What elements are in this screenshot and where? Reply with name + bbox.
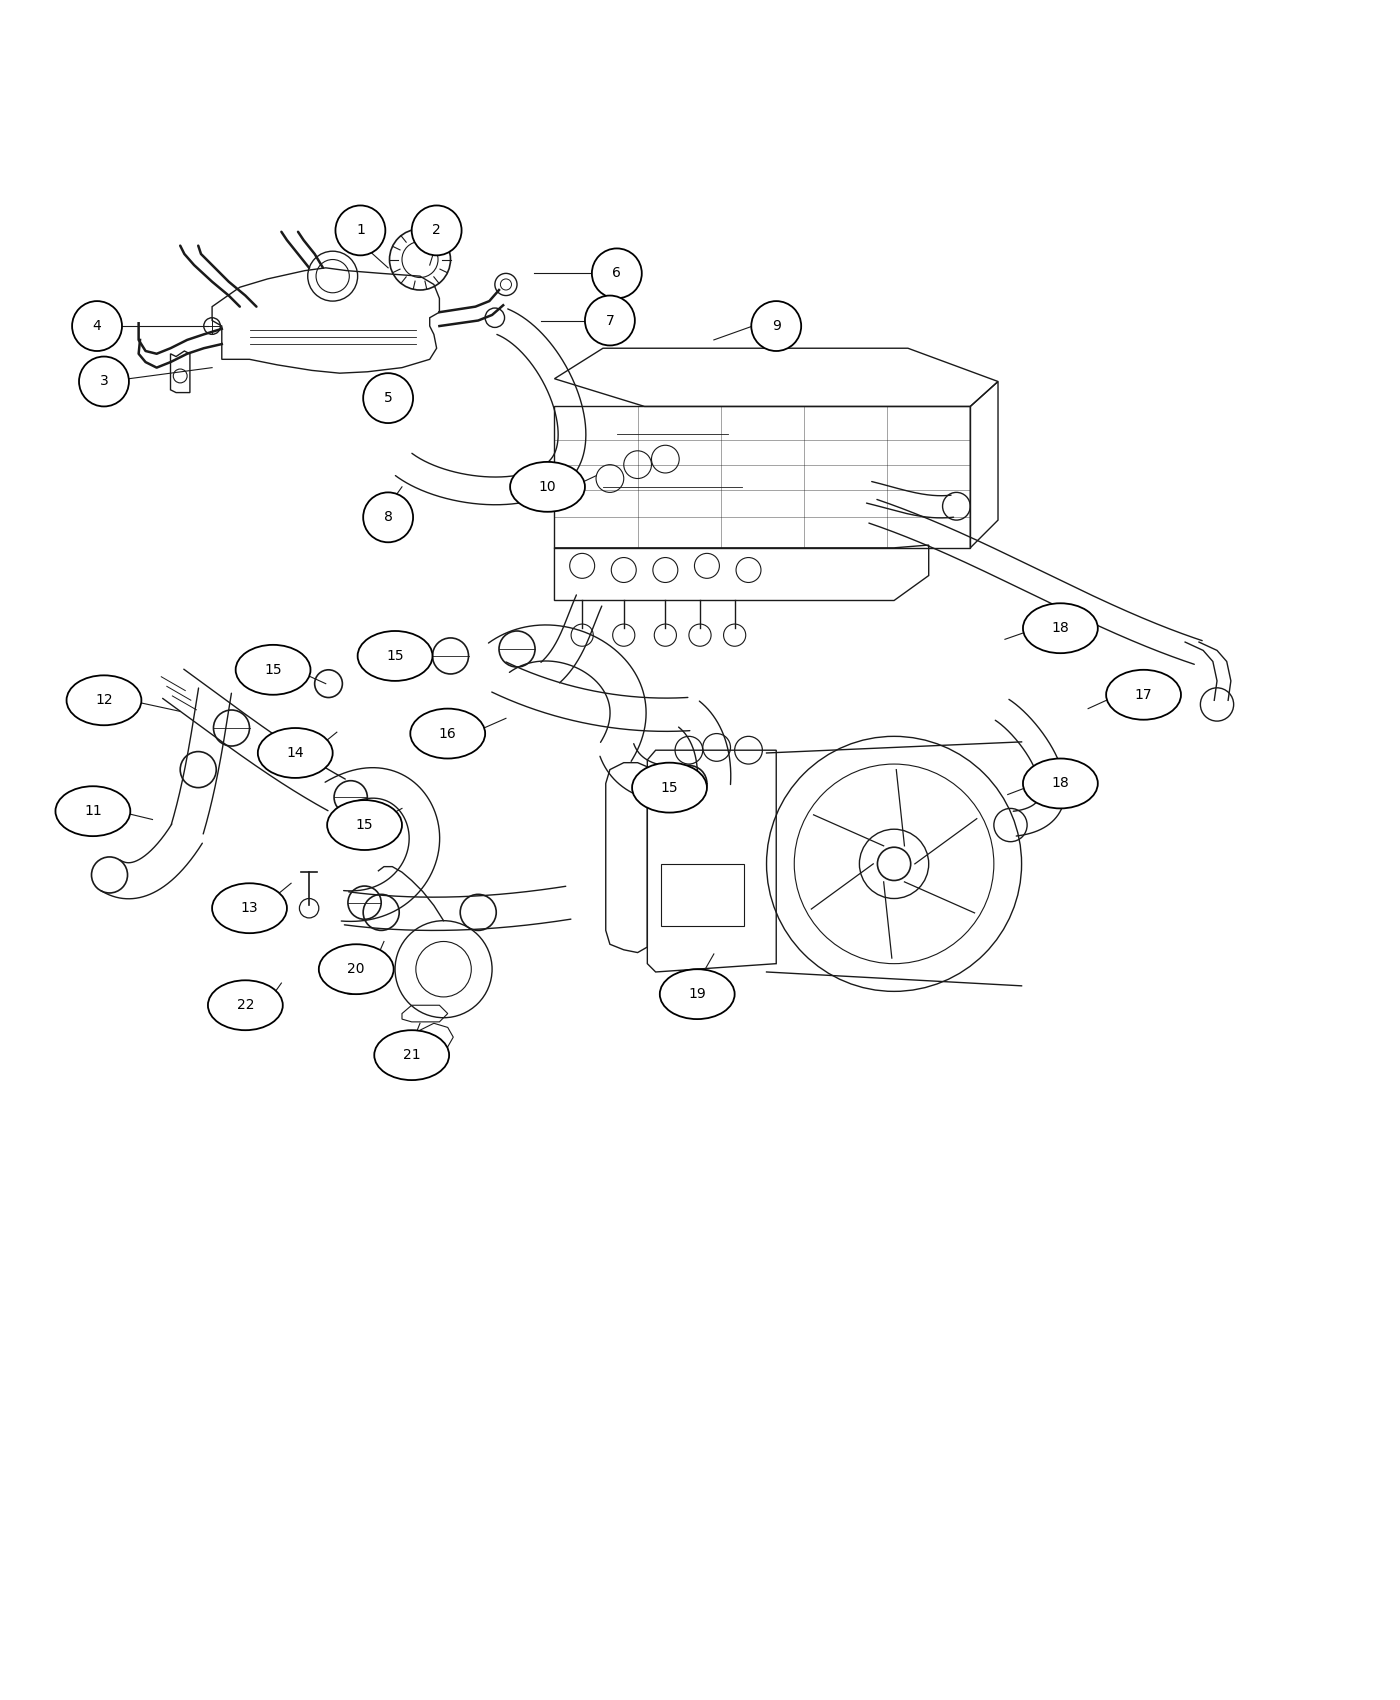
Text: 16: 16 <box>438 726 456 741</box>
Text: 15: 15 <box>661 780 679 794</box>
Text: 3: 3 <box>99 374 108 389</box>
Text: 18: 18 <box>1051 620 1070 636</box>
Ellipse shape <box>319 944 393 994</box>
Ellipse shape <box>78 357 129 406</box>
Ellipse shape <box>235 644 311 695</box>
Text: 19: 19 <box>689 988 706 1001</box>
Ellipse shape <box>336 206 385 255</box>
Text: 21: 21 <box>403 1049 420 1062</box>
Text: 14: 14 <box>287 746 304 760</box>
Ellipse shape <box>363 374 413 423</box>
Ellipse shape <box>374 1030 449 1080</box>
Ellipse shape <box>357 631 433 682</box>
Text: 17: 17 <box>1135 688 1152 702</box>
Text: 22: 22 <box>237 998 255 1012</box>
Ellipse shape <box>585 296 634 345</box>
Text: 2: 2 <box>433 223 441 238</box>
Text: 5: 5 <box>384 391 392 405</box>
Ellipse shape <box>412 206 462 255</box>
Ellipse shape <box>752 301 801 350</box>
Text: 8: 8 <box>384 510 392 524</box>
Ellipse shape <box>659 969 735 1018</box>
Text: 18: 18 <box>1051 777 1070 790</box>
Text: 12: 12 <box>95 694 113 707</box>
Ellipse shape <box>592 248 641 298</box>
Ellipse shape <box>363 493 413 542</box>
Text: 10: 10 <box>539 479 556 493</box>
Text: 6: 6 <box>612 267 622 280</box>
Ellipse shape <box>328 801 402 850</box>
Text: 9: 9 <box>771 320 781 333</box>
Text: 13: 13 <box>241 901 259 915</box>
Ellipse shape <box>1106 670 1182 719</box>
Text: 4: 4 <box>92 320 101 333</box>
Text: 11: 11 <box>84 804 102 818</box>
Ellipse shape <box>510 462 585 512</box>
Ellipse shape <box>1023 758 1098 809</box>
Ellipse shape <box>211 884 287 933</box>
Ellipse shape <box>56 785 130 836</box>
Text: 15: 15 <box>265 663 281 677</box>
Ellipse shape <box>631 763 707 813</box>
Text: 7: 7 <box>606 313 615 328</box>
Ellipse shape <box>258 728 333 779</box>
Ellipse shape <box>67 675 141 726</box>
Text: 15: 15 <box>386 649 403 663</box>
Ellipse shape <box>410 709 486 758</box>
Ellipse shape <box>1023 604 1098 653</box>
Ellipse shape <box>209 981 283 1030</box>
Text: 20: 20 <box>347 962 365 976</box>
Text: 15: 15 <box>356 818 374 831</box>
Ellipse shape <box>71 301 122 350</box>
Text: 1: 1 <box>356 223 365 238</box>
